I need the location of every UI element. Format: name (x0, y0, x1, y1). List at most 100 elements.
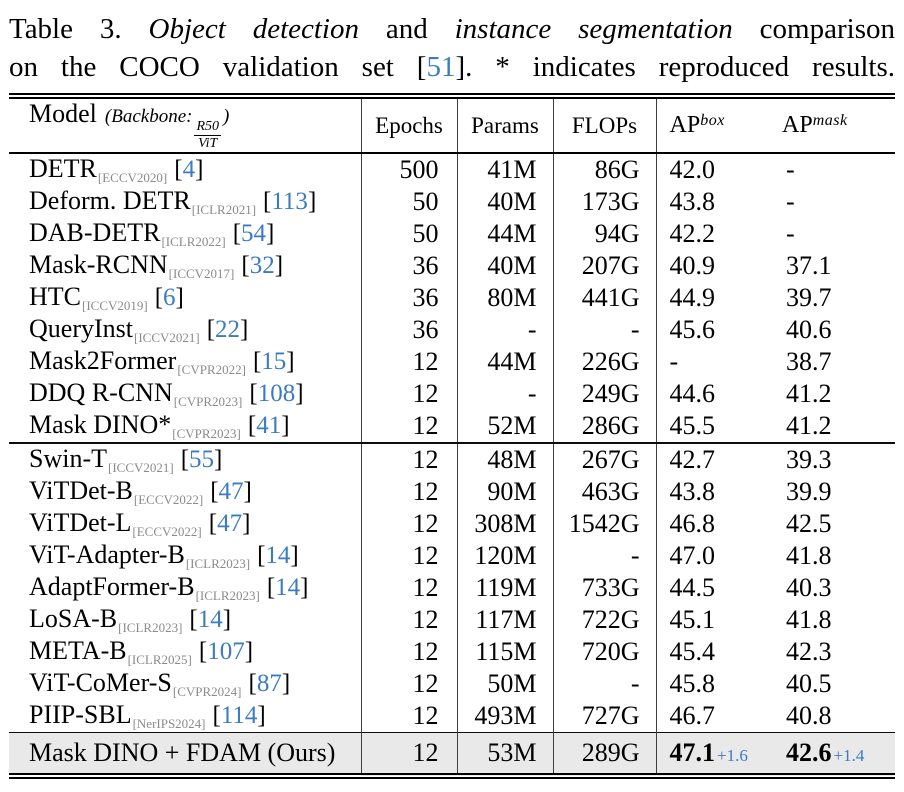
apmask-cell: 40.3 (786, 573, 832, 603)
ap-label: AP (782, 112, 813, 139)
model-name: DDQ R-CNN (29, 378, 173, 408)
model-cell: ViT-CoMer-S[CVPR2024] [87] (9, 668, 362, 701)
citation-link[interactable]: 14 (275, 574, 301, 602)
epochs-cell: 500 (361, 153, 458, 187)
table-row: ViT-CoMer-S[CVPR2024] [87] 12 50M -45.8 40.5 (9, 668, 895, 701)
citation-link[interactable]: 113 (271, 188, 308, 216)
citation-bracket: ] (222, 606, 232, 634)
citation-link[interactable]: 6 (163, 284, 176, 312)
citation-link[interactable]: 47 (217, 510, 243, 538)
model-cell: QueryInst[ICCV2021] [22] (9, 314, 362, 347)
apbox-cell: - (669, 347, 679, 377)
group-backbone-methods: Swin-T[ICCV2021] [55] 12 48M 267G 42.7 39.3 ViT… (9, 442, 895, 733)
flops-cell: 733G (553, 572, 657, 605)
citation-link[interactable]: 108 (257, 380, 296, 408)
citation-link[interactable]: 41 (256, 412, 282, 440)
table-row: Swin-T[ICCV2021] [55] 12 48M 267G 42.7 39.3 (9, 442, 895, 477)
apmask-cell: 40.6 (786, 315, 832, 345)
params-cell: 44M (457, 346, 554, 379)
citation-bracket: ] (266, 220, 275, 248)
apbox-cell: 45.4 (669, 637, 716, 667)
col-header-epochs: Epochs (361, 96, 458, 155)
col-header-params: Params (457, 96, 554, 155)
citation-bracket: ] (307, 188, 317, 216)
venue-tag: [ICLR2021] (191, 202, 257, 218)
citation-bracket: [ (174, 156, 183, 184)
citation-link[interactable]: 51 (426, 51, 456, 83)
citation-link[interactable]: 32 (249, 252, 275, 280)
citation-link[interactable]: 4 (182, 156, 196, 184)
flops-cell: - (553, 540, 657, 573)
fraction-denominator: ViT (198, 136, 218, 152)
apmask-cell: 39.9 (786, 477, 832, 507)
model-name: Mask2Former (29, 346, 177, 376)
caption-text: and (358, 13, 455, 45)
citation: [32] (241, 252, 283, 279)
citation-link[interactable]: 87 (256, 670, 282, 698)
citation-bracket: [ (249, 380, 258, 408)
venue-tag: [ICLR2023] (118, 620, 183, 636)
citation-link[interactable]: 114 (220, 702, 258, 730)
citation-bracket: ] (214, 446, 223, 474)
epochs-cell: 12 (361, 572, 458, 605)
model-cell: Mask DINO + FDAM (Ours) (9, 732, 362, 777)
epochs-cell: 12 (361, 700, 458, 733)
citation: [55] (181, 446, 223, 473)
citation-link[interactable]: 47 (218, 478, 244, 506)
backbone-close-paren: ) (223, 106, 230, 127)
model-name: Mask DINO* (29, 410, 172, 440)
epochs-cell: 12 (361, 508, 458, 541)
model-cell: Deform. DETR[ICLR2021] [113] (9, 186, 362, 219)
citation: [14] (189, 606, 231, 633)
model-cell: DDQ R-CNN[CVPR2023] [108] (9, 378, 362, 411)
citation-link[interactable]: 54 (241, 220, 267, 248)
model-name: DAB-DETR (29, 218, 161, 248)
venue-tag: [NerIPS2024] (132, 716, 206, 732)
params-cell: 52M (457, 410, 554, 444)
venue-tag: [CVPR2024] (172, 684, 242, 700)
caption-text: comparison (732, 13, 895, 45)
citation-link[interactable]: 55 (189, 446, 215, 474)
citation-link[interactable]: 15 (261, 348, 287, 376)
caption-line-1: Table 3. Object detection and instance s… (9, 10, 895, 48)
table-row-ours: Mask DINO + FDAM (Ours) 12 53M 289G 47.1… (9, 732, 895, 777)
citation: [4] (174, 156, 203, 183)
model-name: Mask-RCNN (29, 250, 168, 280)
citation: [113] (263, 188, 316, 215)
table-row: ViTDet-B[ECCV2022] [47] 12 90M 463G 43.8 39.9 (9, 476, 895, 509)
flops-cell: 286G (553, 410, 657, 444)
model-name: QueryInst (29, 314, 133, 344)
citation-link[interactable]: 14 (197, 606, 223, 634)
apbox-cell: 45.6 (669, 315, 716, 345)
apmask-cell: 42.3 (786, 637, 832, 667)
apbox-cell: 46.8 (669, 509, 716, 539)
flops-cell: 249G (553, 378, 657, 411)
epochs-cell: 12 (361, 604, 458, 637)
apbox-cell: 47.1 +1.6 (656, 732, 769, 777)
apbox-cell: 42.2 (669, 219, 716, 249)
citation-bracket: [ (252, 348, 262, 376)
citation-link[interactable]: 22 (215, 316, 241, 344)
table-row: HTC[ICCV2019] [6] 36 80M 441G 44.9 39.7 (9, 282, 895, 315)
table-row: Deform. DETR[ICLR2021] [113] 50 40M 173G 43.8… (9, 186, 895, 219)
params-cell: 41M (457, 153, 554, 187)
table-row: Mask DINO*[CVPR2023] [41] 12 52M 286G 45.5 41.… (9, 410, 895, 444)
citation-link[interactable]: 14 (265, 542, 291, 570)
citation: [114] (213, 702, 266, 729)
apmask-cell: - (786, 219, 795, 249)
epochs-cell: 12 (361, 442, 458, 477)
flops-cell: 727G (553, 700, 657, 733)
params-cell: 117M (457, 604, 554, 637)
model-name: META-B (29, 636, 127, 666)
epochs-cell: 12 (361, 668, 458, 701)
flops-cell: 463G (553, 476, 657, 509)
params-cell: - (457, 378, 554, 411)
col-header-flops: FLOPs (553, 96, 657, 155)
venue-tag: [CVPR2023] (173, 394, 243, 410)
apbox-value: 47.1 (669, 738, 716, 768)
citation-link[interactable]: 107 (207, 638, 245, 666)
col-header-ap-box: APbox (656, 96, 769, 155)
citation: [108] (249, 380, 303, 407)
apbox-cell: 44.5 (669, 573, 716, 603)
params-cell: 48M (457, 442, 554, 477)
